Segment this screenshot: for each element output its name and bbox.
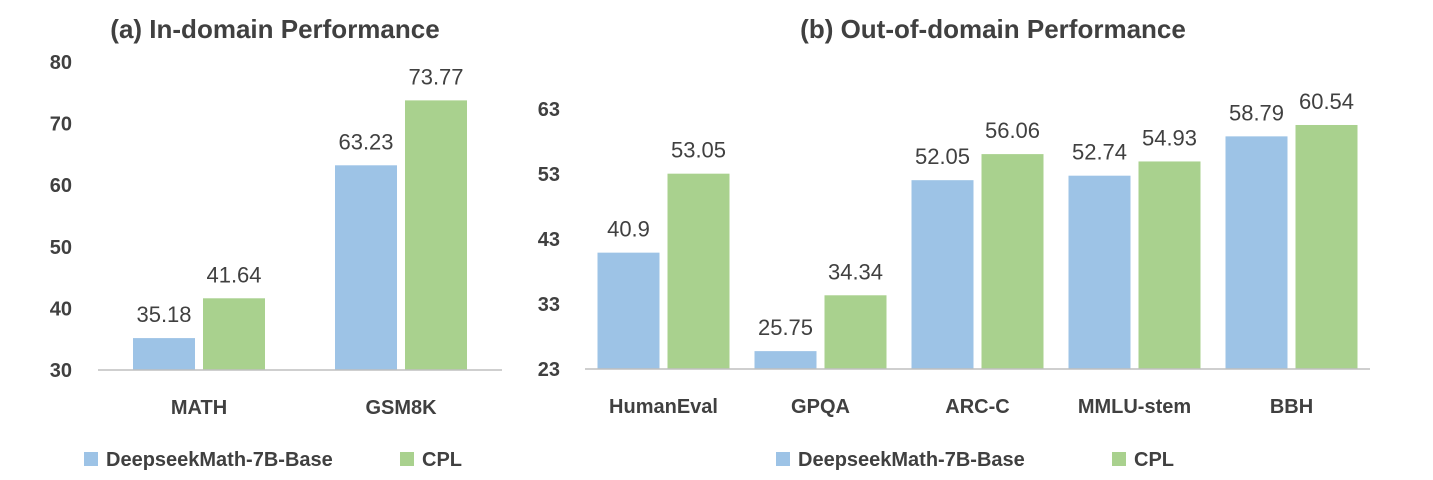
chart-a-x-tick-label: GSM8K bbox=[365, 397, 437, 419]
chart-b-legend-label-cpl: CPL bbox=[1134, 449, 1174, 471]
chart-a: (a) In-domain Performance 30 40 50 60 70 80 3… bbox=[50, 14, 502, 471]
chart-b-x-axis: HumanEval GPQA ARC-C MMLU-stem BBH bbox=[609, 396, 1313, 418]
chart-b-x-tick-label: GPQA bbox=[791, 396, 850, 418]
chart-a-y-tick-label: 50 bbox=[50, 237, 72, 259]
chart-a-y-tick-label: 30 bbox=[50, 360, 72, 382]
chart-a-data-label-cpl: 73.77 bbox=[408, 64, 463, 89]
chart-b-title: (b) Out-of-domain Performance bbox=[800, 14, 1186, 44]
chart-b-x-tick-label: BBH bbox=[1270, 396, 1313, 418]
chart-a-x-tick-label: MATH bbox=[171, 397, 227, 419]
chart-b-y-axis: 23 33 43 53 63 bbox=[538, 99, 560, 381]
chart-b-bar-base bbox=[1068, 175, 1131, 369]
chart-a-bar-base bbox=[335, 165, 397, 370]
chart-a-x-axis: MATH GSM8K bbox=[171, 397, 437, 419]
chart-b-bar-base bbox=[1225, 136, 1288, 369]
chart-b-legend-swatch-cpl bbox=[1112, 452, 1126, 466]
chart-b-bar-cpl bbox=[1138, 161, 1201, 369]
chart-a-bar-cpl bbox=[203, 298, 265, 370]
chart-b-data-label-base: 58.79 bbox=[1229, 100, 1284, 125]
chart-b-x-tick-label: MMLU-stem bbox=[1078, 396, 1191, 418]
chart-b-data-label-base: 25.75 bbox=[758, 315, 813, 340]
chart-b-bar-cpl bbox=[824, 295, 887, 369]
chart-a-bar-cpl bbox=[405, 100, 467, 370]
chart-b-bar-cpl bbox=[981, 154, 1044, 369]
chart-b-data-label-base: 40.9 bbox=[607, 217, 650, 242]
chart-a-legend-swatch-cpl bbox=[400, 452, 414, 466]
chart-b-y-tick-label: 53 bbox=[538, 164, 560, 186]
chart-b-data-label-cpl: 53.05 bbox=[671, 138, 726, 163]
chart-b-legend: DeepseekMath-7B-Base CPL bbox=[776, 449, 1174, 471]
chart-b-data-label-cpl: 56.06 bbox=[985, 118, 1040, 143]
chart-a-data-label-base: 35.18 bbox=[136, 302, 191, 327]
chart-a-legend: DeepseekMath-7B-Base CPL bbox=[84, 449, 462, 471]
chart-b-data-label-cpl: 60.54 bbox=[1299, 89, 1354, 114]
chart-a-data-label-base: 63.23 bbox=[338, 129, 393, 154]
chart-a-legend-label-base: DeepseekMath-7B-Base bbox=[106, 449, 333, 471]
chart-b-data-label-base: 52.05 bbox=[915, 144, 970, 169]
chart-b-y-tick-label: 23 bbox=[538, 359, 560, 381]
chart-b: (b) Out-of-domain Performance 23 33 43 53 63… bbox=[538, 14, 1370, 471]
chart-b-y-tick-label: 63 bbox=[538, 99, 560, 121]
chart-b-legend-swatch-base bbox=[776, 452, 790, 466]
chart-a-y-tick-label: 60 bbox=[50, 175, 72, 197]
chart-b-data-label-base: 52.74 bbox=[1072, 140, 1127, 165]
chart-b-x-tick-label: ARC-C bbox=[945, 396, 1009, 418]
chart-b-y-tick-label: 43 bbox=[538, 229, 560, 251]
chart-a-bar-base bbox=[133, 338, 195, 370]
chart-a-title: (a) In-domain Performance bbox=[110, 14, 439, 44]
chart-b-bar-base bbox=[754, 351, 817, 369]
chart-b-data-label-cpl: 34.34 bbox=[828, 259, 883, 284]
chart-a-legend-swatch-base bbox=[84, 452, 98, 466]
chart-b-y-tick-label: 33 bbox=[538, 294, 560, 316]
chart-a-data-label-cpl: 41.64 bbox=[206, 262, 261, 287]
chart-a-bars: 35.18 41.64 63.23 73.77 bbox=[133, 64, 467, 370]
chart-b-x-tick-label: HumanEval bbox=[609, 396, 718, 418]
chart-b-bars: 40.9 53.05 25.75 34.34 52.05 56.06 52.74 54.93 5… bbox=[597, 89, 1358, 370]
chart-b-bar-base bbox=[597, 252, 660, 369]
chart-a-legend-label-cpl: CPL bbox=[422, 449, 462, 471]
chart-b-legend-label-base: DeepseekMath-7B-Base bbox=[798, 449, 1025, 471]
chart-b-bar-cpl bbox=[667, 173, 730, 369]
chart-a-y-tick-label: 70 bbox=[50, 114, 72, 136]
chart-a-y-tick-label: 40 bbox=[50, 298, 72, 320]
chart-a-y-axis: 30 40 50 60 70 80 bbox=[50, 52, 72, 382]
chart-b-bar-base bbox=[911, 180, 974, 369]
chart-b-bar-cpl bbox=[1295, 124, 1358, 370]
chart-a-y-tick-label: 80 bbox=[50, 52, 72, 74]
chart-b-data-label-cpl: 54.93 bbox=[1142, 125, 1197, 150]
